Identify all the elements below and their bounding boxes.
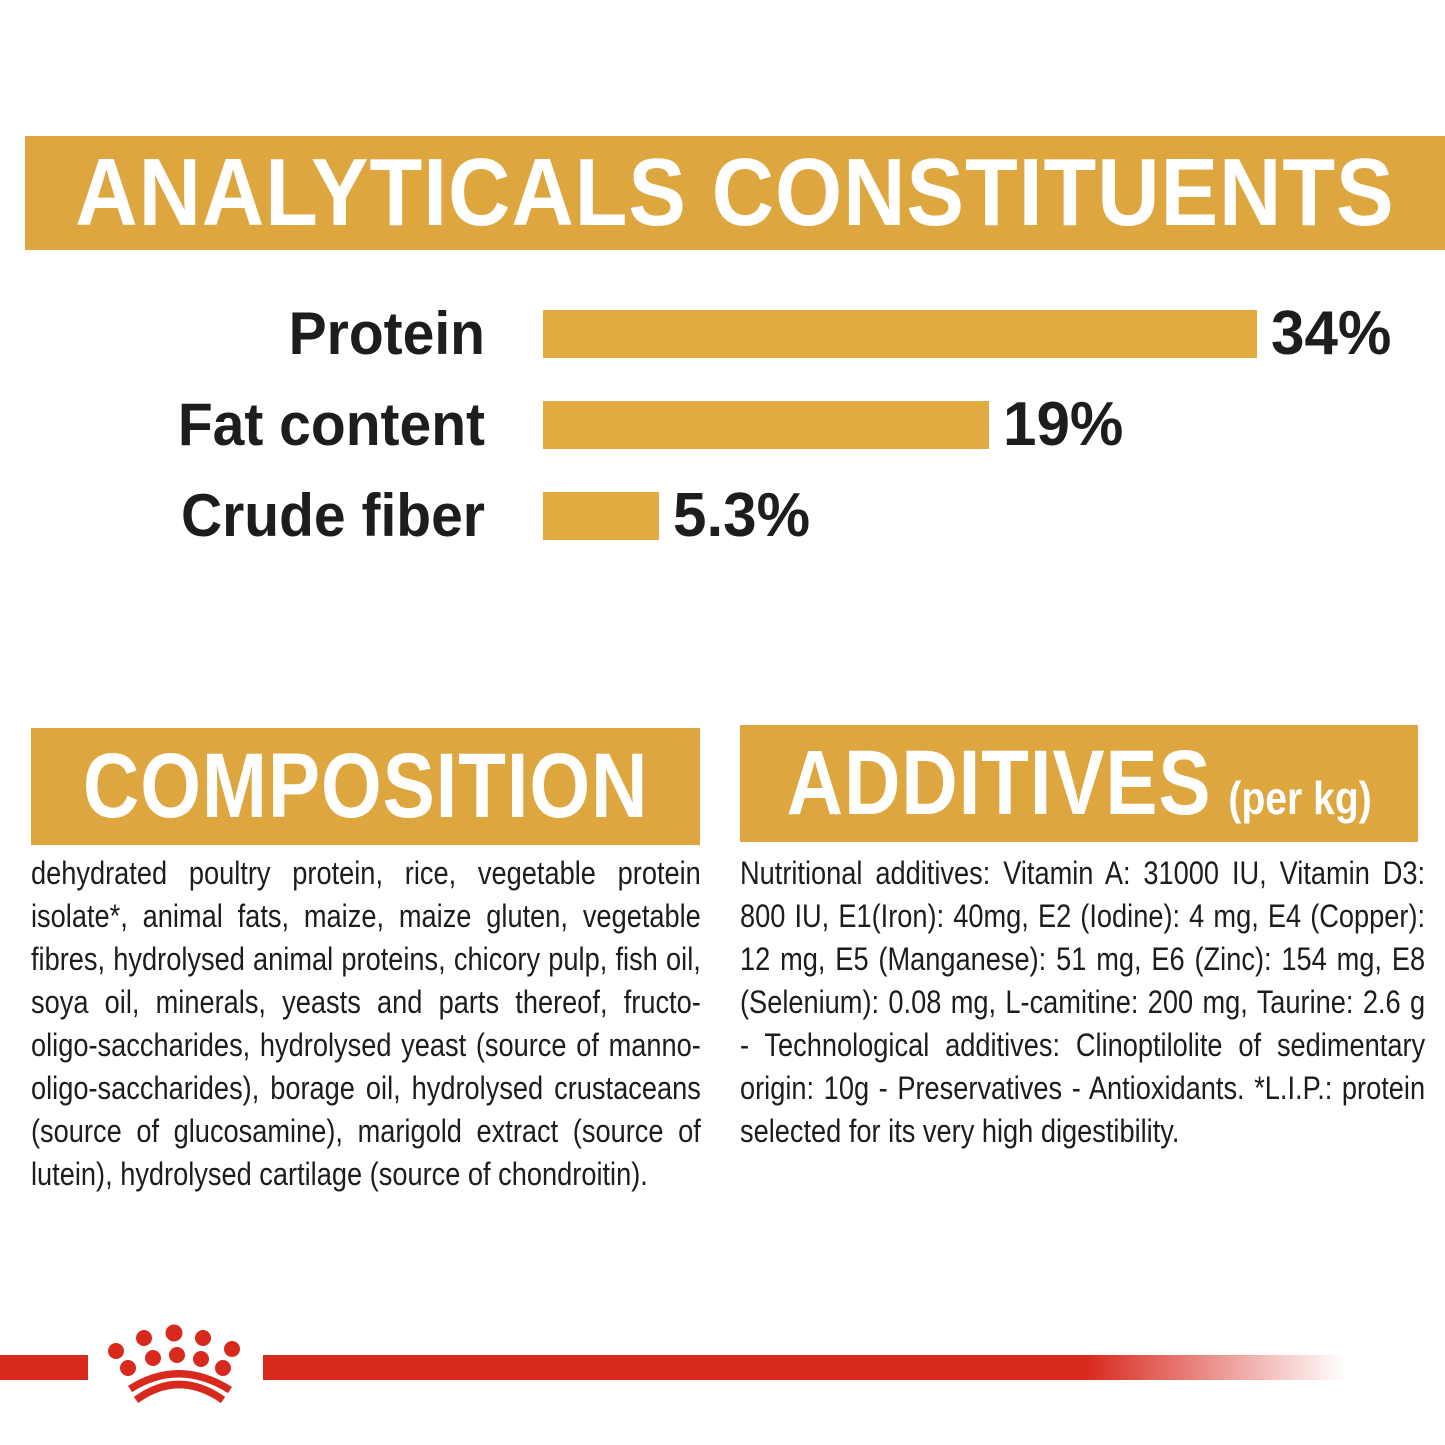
additives-details-text: Nutritional additives: Vitamin A: 31000 … xyxy=(740,855,1426,1149)
additives-unit-label: (per kg) xyxy=(1228,772,1372,824)
analyticals-section-banner: ANALYTICALS CONSTITUENTS xyxy=(25,136,1445,250)
additives-title: ADDITIVES xyxy=(786,732,1212,834)
chart-label-crude-fiber: Crude fiber xyxy=(180,482,486,549)
chart-bar-protein xyxy=(543,309,1257,358)
analyticals-bar-chart: Protein 34% Fat content 19% Crude fiber … xyxy=(30,288,1430,561)
chart-bar-fat-content xyxy=(543,400,989,449)
chart-row-protein: Protein 34% xyxy=(30,288,1430,379)
chart-value-crude-fiber: 5.3% xyxy=(673,481,811,550)
brand-stripe-right-fade xyxy=(263,1355,1345,1380)
composition-ingredients-text: dehydrated poultry protein, rice, vegeta… xyxy=(31,855,701,1192)
analyticals-title: ANALYTICALS CONSTITUENTS xyxy=(75,139,1395,246)
chart-row-fat-content: Fat content 19% xyxy=(30,379,1430,470)
chart-label-fat-content: Fat content xyxy=(177,391,485,458)
chart-row-crude-fiber: Crude fiber 5.3% xyxy=(30,470,1430,561)
royal-canin-crown-icon xyxy=(108,1324,240,1404)
chart-value-fat-content: 19% xyxy=(1003,390,1124,459)
additives-section-banner: ADDITIVES (per kg) xyxy=(740,725,1418,842)
composition-section-banner: COMPOSITION xyxy=(31,728,700,845)
chart-bar-crude-fiber xyxy=(543,491,659,540)
chart-label-protein: Protein xyxy=(288,300,485,367)
brand-stripe-left xyxy=(0,1355,88,1380)
composition-title: COMPOSITION xyxy=(82,735,649,837)
chart-value-protein: 34% xyxy=(1271,299,1392,368)
